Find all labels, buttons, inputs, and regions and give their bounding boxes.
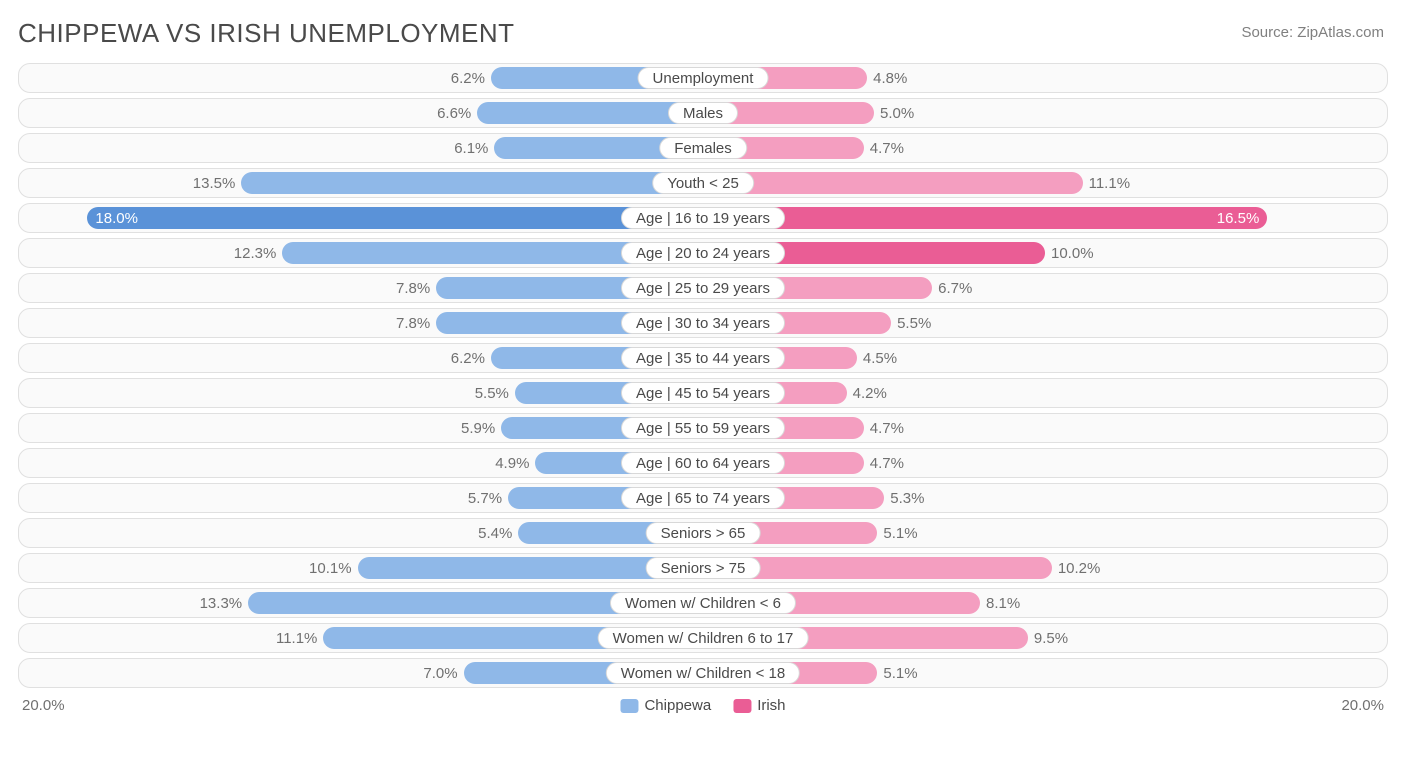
value-right: 6.7%: [932, 274, 972, 302]
value-right: 4.2%: [847, 379, 887, 407]
legend-swatch-right: [733, 699, 751, 713]
chart-row: 13.5% 11.1% Youth < 25: [18, 168, 1388, 198]
bar-left: [241, 172, 703, 194]
category-label: Age | 35 to 44 years: [621, 347, 785, 369]
chart-row: 6.6% 5.0% Males: [18, 98, 1388, 128]
category-label: Women w/ Children 6 to 17: [598, 627, 809, 649]
value-right: 10.2%: [1052, 554, 1101, 582]
category-label: Age | 55 to 59 years: [621, 417, 785, 439]
legend-label-left: Chippewa: [644, 697, 711, 714]
value-left: 6.2%: [451, 64, 491, 92]
value-right: 10.0%: [1045, 239, 1094, 267]
value-left: 13.3%: [200, 589, 249, 617]
value-right: 11.1%: [1083, 169, 1130, 197]
category-label: Age | 45 to 54 years: [621, 382, 785, 404]
value-left: 7.0%: [423, 659, 463, 687]
value-left: 11.1%: [276, 624, 323, 652]
chart-row: 10.1% 10.2% Seniors > 75: [18, 553, 1388, 583]
bar-right: [703, 172, 1083, 194]
legend-label-right: Irish: [757, 697, 785, 714]
legend-swatch-left: [620, 699, 638, 713]
axis-max-left: 20.0%: [22, 697, 65, 714]
category-label: Youth < 25: [652, 172, 754, 194]
value-left: 5.4%: [478, 519, 518, 547]
value-right: 5.1%: [877, 519, 917, 547]
value-left: 5.7%: [468, 484, 508, 512]
chart-row: 12.3% 10.0% Age | 20 to 24 years: [18, 238, 1388, 268]
value-left: 7.8%: [396, 309, 436, 337]
chart-source: Source: ZipAtlas.com: [1241, 18, 1384, 41]
category-label: Women w/ Children < 18: [606, 662, 800, 684]
chart-row: 6.2% 4.8% Unemployment: [18, 63, 1388, 93]
value-left: 7.8%: [396, 274, 436, 302]
value-left: 6.1%: [454, 134, 494, 162]
value-right: 8.1%: [980, 589, 1020, 617]
chart-header: CHIPPEWA VS IRISH UNEMPLOYMENT Source: Z…: [0, 0, 1406, 57]
chart-row: 5.9% 4.7% Age | 55 to 59 years: [18, 413, 1388, 443]
category-label: Women w/ Children < 6: [610, 592, 796, 614]
value-left: 5.9%: [461, 414, 501, 442]
value-right: 4.8%: [867, 64, 907, 92]
chart-row: 11.1% 9.5% Women w/ Children 6 to 17: [18, 623, 1388, 653]
chart-row: 7.8% 5.5% Age | 30 to 34 years: [18, 308, 1388, 338]
legend: Chippewa Irish: [620, 697, 785, 714]
value-left: 12.3%: [234, 239, 283, 267]
chart-row: 5.7% 5.3% Age | 65 to 74 years: [18, 483, 1388, 513]
category-label: Age | 20 to 24 years: [621, 242, 785, 264]
category-label: Age | 65 to 74 years: [621, 487, 785, 509]
chart-row: 6.1% 4.7% Females: [18, 133, 1388, 163]
value-right: 5.1%: [877, 659, 917, 687]
chart-row: 18.0% 16.5% Age | 16 to 19 years: [18, 203, 1388, 233]
category-label: Seniors > 65: [646, 522, 761, 544]
bar-right: 16.5%: [703, 207, 1267, 229]
value-right: 5.3%: [884, 484, 924, 512]
value-right: 4.7%: [864, 449, 904, 477]
category-label: Age | 30 to 34 years: [621, 312, 785, 334]
bar-left: 18.0%: [87, 207, 703, 229]
category-label: Unemployment: [638, 67, 769, 89]
chart-row: 7.8% 6.7% Age | 25 to 29 years: [18, 273, 1388, 303]
value-right: 9.5%: [1028, 624, 1068, 652]
legend-item-right: Irish: [733, 697, 785, 714]
axis-max-right: 20.0%: [1341, 697, 1384, 714]
category-label: Age | 16 to 19 years: [621, 207, 785, 229]
diverging-bar-chart: 6.2% 4.8% Unemployment 6.6% 5.0% Males 6.1% 4.7…: [0, 57, 1406, 688]
category-label: Age | 60 to 64 years: [621, 452, 785, 474]
legend-item-left: Chippewa: [620, 697, 711, 714]
chart-row: 7.0% 5.1% Women w/ Children < 18: [18, 658, 1388, 688]
chart-row: 4.9% 4.7% Age | 60 to 64 years: [18, 448, 1388, 478]
value-left: 6.6%: [437, 99, 477, 127]
value-right: 4.7%: [864, 134, 904, 162]
value-right: 4.7%: [864, 414, 904, 442]
value-right: 5.0%: [874, 99, 914, 127]
value-left: 5.5%: [475, 379, 515, 407]
value-left: 13.5%: [193, 169, 242, 197]
value-left: 6.2%: [451, 344, 491, 372]
value-right: 16.5%: [1217, 207, 1260, 229]
category-label: Seniors > 75: [646, 557, 761, 579]
chart-row: 5.5% 4.2% Age | 45 to 54 years: [18, 378, 1388, 408]
category-label: Males: [668, 102, 738, 124]
chart-footer: 20.0% Chippewa Irish 20.0%: [0, 693, 1406, 725]
chart-title: CHIPPEWA VS IRISH UNEMPLOYMENT: [18, 18, 515, 49]
chart-row: 6.2% 4.5% Age | 35 to 44 years: [18, 343, 1388, 373]
value-left: 18.0%: [95, 207, 138, 229]
category-label: Age | 25 to 29 years: [621, 277, 785, 299]
chart-row: 13.3% 8.1% Women w/ Children < 6: [18, 588, 1388, 618]
category-label: Females: [659, 137, 747, 159]
value-left: 10.1%: [309, 554, 358, 582]
value-right: 4.5%: [857, 344, 897, 372]
value-left: 4.9%: [495, 449, 535, 477]
chart-row: 5.4% 5.1% Seniors > 65: [18, 518, 1388, 548]
value-right: 5.5%: [891, 309, 931, 337]
